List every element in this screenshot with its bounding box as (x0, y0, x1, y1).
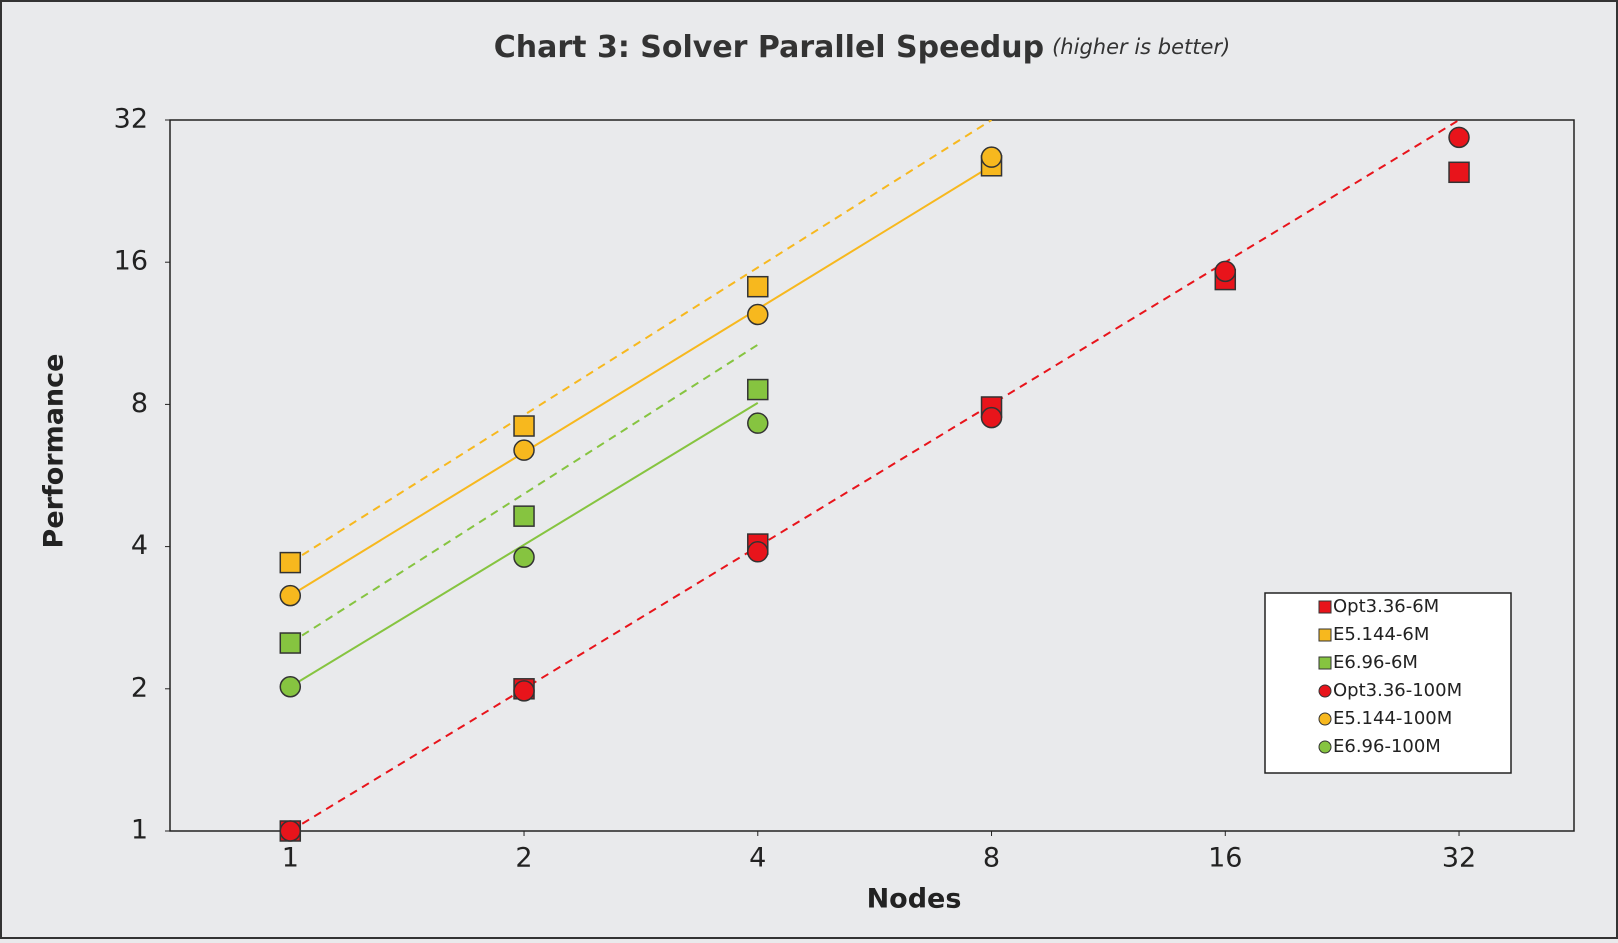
circle-marker (1318, 740, 1332, 754)
circle-marker (279, 820, 302, 842)
x-tick-label: 32 (1442, 843, 1476, 874)
chart-subtitle: (higher is better) (1052, 35, 1230, 59)
square-marker (1318, 656, 1332, 670)
reference-line (289, 402, 759, 688)
x-axis-label: Nodes (867, 884, 962, 915)
y-tick-label: 32 (114, 104, 148, 135)
x-tick-label: 4 (749, 843, 766, 874)
legend-label: E5.144-100M (1333, 708, 1452, 729)
y-tick-label: 16 (114, 246, 148, 277)
y-axis-label: Performance (39, 354, 70, 549)
reference-line (289, 164, 993, 597)
square-marker (1448, 161, 1470, 184)
chart-title: Chart 3: Solver Parallel Speedup (494, 30, 1044, 65)
legend-label: E5.144-6M (1333, 624, 1429, 645)
legend-label: E6.96-100M (1333, 736, 1441, 757)
legend-label: Opt3.36-6M (1333, 596, 1439, 617)
legend-box (1264, 592, 1512, 774)
circle-marker (980, 406, 1003, 429)
circle-marker (980, 146, 1003, 168)
circle-marker (279, 676, 302, 698)
circle-marker (513, 546, 535, 568)
square-marker (279, 551, 302, 574)
x-tick-label: 16 (1208, 843, 1242, 874)
circle-marker (747, 541, 769, 563)
y-tick-label: 8 (131, 388, 148, 419)
y-tick-label: 2 (131, 672, 148, 703)
x-tick-label: 8 (983, 843, 1000, 874)
reference-line (289, 120, 1460, 831)
square-marker (747, 275, 769, 298)
square-marker (513, 415, 535, 437)
circle-marker (1214, 260, 1237, 283)
circle-marker (513, 680, 535, 702)
legend-label: E6.96-6M (1333, 652, 1418, 673)
square-marker (279, 632, 302, 654)
circle-marker (747, 412, 769, 434)
square-marker (513, 505, 535, 527)
circle-marker (1318, 684, 1332, 698)
square-marker (747, 378, 769, 401)
circle-marker (747, 303, 769, 326)
reference-line (289, 343, 759, 644)
x-tick-label: 2 (515, 843, 532, 874)
reference-line (289, 120, 993, 564)
circle-marker (279, 584, 302, 607)
legend-label: Opt3.36-100M (1333, 680, 1462, 701)
square-marker (1318, 600, 1332, 614)
circle-marker (513, 439, 535, 461)
square-marker (1318, 628, 1332, 642)
title-group: Chart 3: Solver Parallel Speedup (higher … (494, 30, 1230, 65)
y-tick-label: 1 (131, 815, 148, 846)
circle-marker (1318, 712, 1332, 726)
circle-marker (1448, 126, 1470, 149)
x-tick-label: 1 (282, 843, 299, 874)
y-tick-label: 4 (131, 530, 148, 561)
